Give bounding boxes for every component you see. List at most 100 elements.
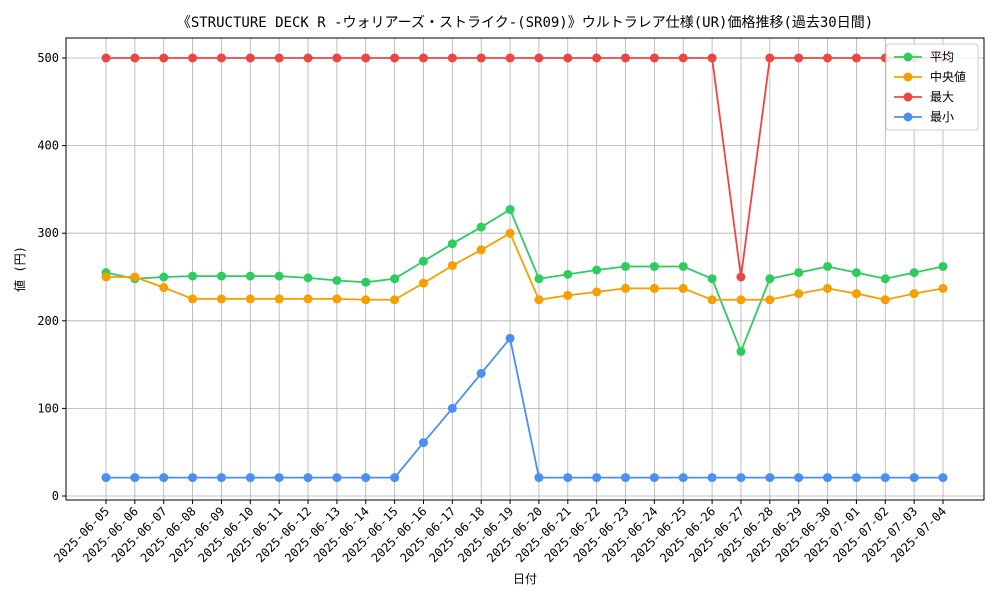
data-point	[303, 53, 313, 63]
data-point	[390, 295, 400, 305]
y-tick-label: 0	[52, 489, 59, 503]
data-point	[274, 473, 284, 483]
data-point	[649, 283, 659, 293]
legend-swatch-marker	[903, 52, 913, 62]
y-tick-label: 500	[37, 51, 59, 65]
data-point	[534, 295, 544, 305]
data-point	[909, 268, 919, 278]
data-point	[245, 53, 255, 63]
data-point	[736, 473, 746, 483]
data-point	[505, 228, 515, 238]
data-point	[101, 272, 111, 282]
data-point	[736, 272, 746, 282]
data-point	[476, 53, 486, 63]
legend-label: 最大	[930, 90, 954, 104]
data-point	[332, 473, 342, 483]
y-tick-label: 300	[37, 226, 59, 240]
data-point	[649, 473, 659, 483]
legend-label: 中央値	[930, 69, 966, 84]
data-point	[418, 53, 428, 63]
data-point	[765, 473, 775, 483]
data-point	[794, 473, 804, 483]
data-point	[101, 473, 111, 483]
data-point	[447, 261, 457, 271]
data-point	[505, 53, 515, 63]
data-point	[361, 295, 371, 305]
data-point	[621, 261, 631, 271]
data-point	[765, 53, 775, 63]
data-point	[245, 271, 255, 281]
data-point	[447, 53, 457, 63]
data-point	[216, 53, 226, 63]
data-point	[707, 274, 717, 284]
data-point	[823, 53, 833, 63]
data-point	[274, 53, 284, 63]
series-line	[105, 208, 944, 354]
data-point	[534, 274, 544, 284]
data-point	[880, 274, 890, 284]
y-tick-label: 400	[37, 139, 59, 153]
data-point	[476, 245, 486, 255]
data-point	[678, 53, 688, 63]
data-point	[592, 53, 602, 63]
chart-title: 《STRUCTURE DECK R -ウォリアーズ・ストライク-(SR09)》ウ…	[177, 15, 873, 31]
data-point	[447, 239, 457, 249]
data-point	[534, 53, 544, 63]
data-point	[794, 53, 804, 63]
data-point	[621, 283, 631, 293]
data-point	[823, 473, 833, 483]
data-point	[851, 268, 861, 278]
data-point	[476, 222, 486, 232]
data-point	[216, 271, 226, 281]
data-point	[938, 261, 948, 271]
data-point	[274, 271, 284, 281]
data-point	[909, 289, 919, 299]
data-point	[851, 473, 861, 483]
axes: 01002003004005002025-06-052025-06-062025…	[37, 37, 985, 565]
data-point	[418, 438, 428, 448]
data-point	[303, 273, 313, 283]
series-3	[101, 333, 948, 483]
data-point	[707, 53, 717, 63]
data-point	[361, 277, 371, 287]
data-point	[332, 294, 342, 304]
data-point	[447, 403, 457, 413]
data-point	[130, 473, 140, 483]
y-tick-label: 100	[37, 401, 59, 415]
data-point	[592, 287, 602, 297]
data-point	[505, 205, 515, 215]
data-point	[678, 473, 688, 483]
data-point	[361, 473, 371, 483]
legend-label: 最小	[930, 110, 954, 124]
data-point	[621, 473, 631, 483]
data-point	[245, 294, 255, 304]
data-point	[390, 274, 400, 284]
y-tick-label: 200	[37, 314, 59, 328]
data-point	[880, 473, 890, 483]
data-point	[303, 294, 313, 304]
data-point	[823, 261, 833, 271]
series-layer	[101, 53, 948, 483]
series-line	[106, 336, 943, 479]
series-0	[101, 205, 948, 356]
data-point	[101, 53, 111, 63]
data-point	[909, 473, 919, 483]
data-point	[534, 473, 544, 483]
data-point	[707, 473, 717, 483]
data-point	[245, 473, 255, 483]
plot-frame	[65, 37, 985, 501]
data-point	[188, 473, 198, 483]
data-point	[765, 274, 775, 284]
legend-swatch-marker	[903, 112, 913, 122]
data-point	[592, 473, 602, 483]
data-point	[159, 283, 169, 293]
data-point	[159, 272, 169, 282]
data-point	[159, 473, 169, 483]
data-point	[476, 368, 486, 378]
data-point	[794, 289, 804, 299]
data-point	[390, 473, 400, 483]
data-point	[823, 283, 833, 293]
series-1	[101, 228, 948, 305]
